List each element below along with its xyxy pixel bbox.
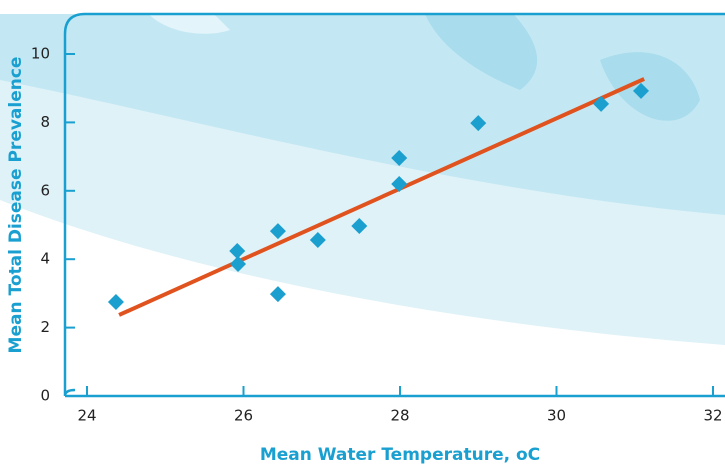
x-tick-label: 30 (547, 407, 566, 425)
y-axis-title: Mean Total Disease Prevalence (6, 57, 26, 354)
data-point (391, 149, 408, 166)
data-point (351, 218, 368, 235)
data-point (107, 293, 124, 310)
y-tick-label: 6 (40, 181, 50, 199)
trend-line (118, 77, 645, 317)
data-point (269, 223, 286, 240)
data-point (229, 242, 246, 259)
x-tick-label: 32 (703, 407, 722, 425)
x-tick-label: 28 (390, 407, 409, 425)
data-point (230, 255, 247, 272)
y-tick-label: 10 (31, 45, 50, 63)
data-point (593, 95, 610, 112)
data-point (391, 175, 408, 192)
data-point (470, 115, 487, 132)
y-tick-label: 2 (40, 318, 50, 336)
y-tick-label: 4 (40, 250, 50, 268)
y-tick-label: 8 (40, 113, 50, 131)
data-point (309, 232, 326, 249)
x-tick-label: 26 (234, 407, 253, 425)
y-tick-label: 0 (40, 387, 50, 405)
data-point (269, 286, 286, 303)
x-axis-title: Mean Water Temperature, oC (260, 445, 540, 465)
x-tick-label: 24 (77, 407, 96, 425)
background-decoration (0, 14, 725, 396)
data-point (633, 82, 650, 99)
